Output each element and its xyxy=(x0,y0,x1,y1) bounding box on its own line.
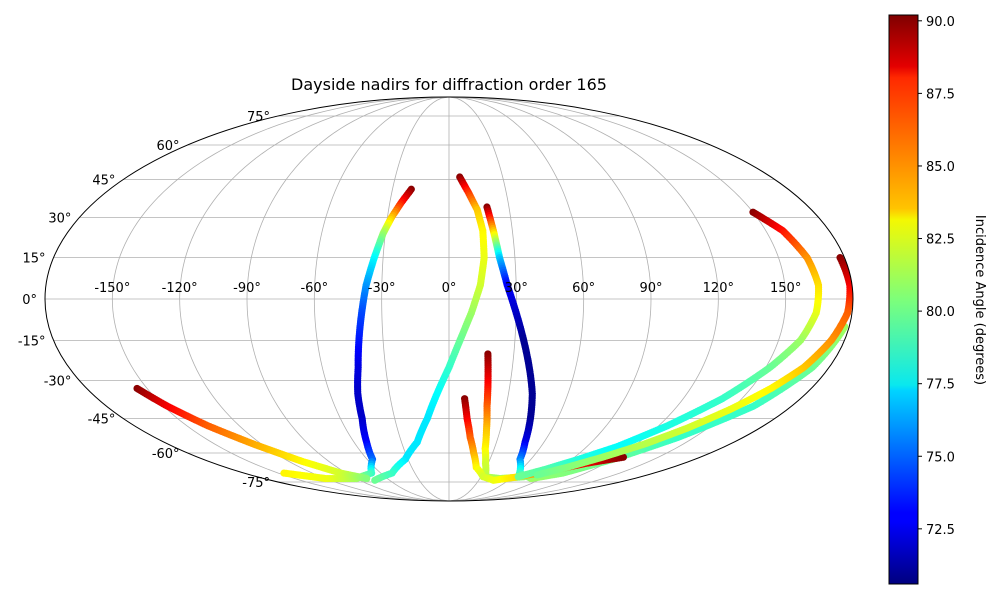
chart-title: Dayside nadirs for diffraction order 165 xyxy=(291,75,607,94)
longitude-tick-label: -150° xyxy=(94,281,130,296)
colorbar-tick-label: 90.0 xyxy=(926,15,955,30)
longitude-tick-label: -90° xyxy=(233,281,261,296)
nadir-point xyxy=(533,471,541,479)
colorbar-tick-label: 85.0 xyxy=(926,160,955,175)
nadir-point xyxy=(363,474,371,483)
latitude-tick-labels: 75° 60° 45° 30° 15° 0° -15° -30° -45° -60° -75° xyxy=(18,110,270,491)
latitude-tick-label: 75° xyxy=(247,110,270,125)
latitude-tick-label: -15° xyxy=(18,334,46,349)
longitude-tick-label: -120° xyxy=(162,281,198,296)
longitude-tick-label: -60° xyxy=(300,281,328,296)
colorbar-tick-label: 80.0 xyxy=(926,305,955,320)
nadir-point xyxy=(371,476,379,484)
colorbar-tick-label: 87.5 xyxy=(926,87,955,102)
nadir-point xyxy=(280,469,288,477)
nadir-point xyxy=(514,473,522,481)
colorbar-tick-label: 77.5 xyxy=(926,378,955,393)
graticule-grid xyxy=(45,97,853,501)
latitude-tick-label: 45° xyxy=(92,173,115,188)
longitude-tick-label: 60° xyxy=(572,281,595,296)
latitude-tick-label: -45° xyxy=(88,413,116,428)
colorbar: 72.5 75.0 77.5 80.0 82.5 85.0 87.5 90.0 Inciden… xyxy=(888,14,987,585)
nadir-point xyxy=(619,453,627,461)
longitude-tick-label: 90° xyxy=(639,281,662,296)
latitude-tick-label: -30° xyxy=(44,375,72,390)
latitude-tick-label: 60° xyxy=(157,139,180,154)
longitude-tick-label: 0° xyxy=(442,281,457,296)
longitude-tick-label: -30° xyxy=(368,281,396,296)
longitude-tick-label: 30° xyxy=(505,281,528,296)
colorbar-tick-label: 82.5 xyxy=(926,233,955,248)
colorbar-tick-label: 72.5 xyxy=(926,523,955,538)
map-boundary xyxy=(44,96,854,502)
latitude-tick-label: -60° xyxy=(152,447,180,462)
colorbar-label: Incidence Angle (degrees) xyxy=(972,215,987,385)
colorbar-tick-label: 75.0 xyxy=(926,450,955,465)
colorbar-gradient xyxy=(888,14,919,585)
latitude-tick-label: 15° xyxy=(23,252,46,267)
latitude-tick-label: 30° xyxy=(48,211,71,226)
colorbar-ticks: 72.5 75.0 77.5 80.0 82.5 85.0 87.5 90.0 xyxy=(918,15,955,538)
longitude-tick-labels: -150° -120° -90° -60° -30° 0° 30° 60° 90° 120° 150… xyxy=(94,281,801,296)
latitude-tick-label: 0° xyxy=(22,293,37,308)
longitude-tick-label: 150° xyxy=(770,281,801,296)
data-points xyxy=(133,173,853,484)
latitude-tick-label: -75° xyxy=(242,476,270,491)
longitude-tick-label: 120° xyxy=(703,281,734,296)
